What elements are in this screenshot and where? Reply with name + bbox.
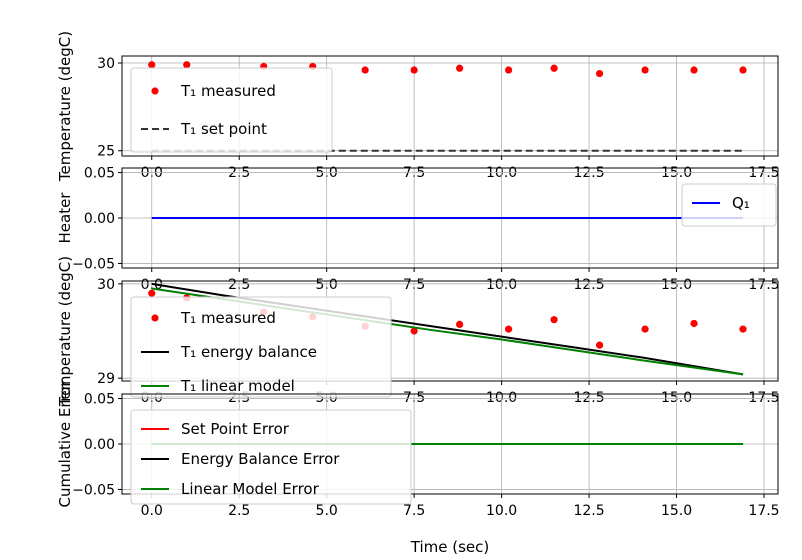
data-point (456, 320, 464, 328)
y-tick-label: 0.00 (84, 437, 115, 453)
data-point (595, 69, 604, 78)
data-point (148, 289, 156, 297)
data-point (410, 66, 418, 74)
legend-label: Q₁ (732, 194, 750, 212)
data-point (550, 64, 558, 72)
legend-box (130, 67, 333, 153)
x-tick-label: 0.0 (141, 503, 163, 519)
panel-4: −0.05 0.00 0.05 0.0 2.5 5.0 7.5 10.0 12.5 15.0 17.… (56, 380, 780, 556)
y-tick-label: 30 (97, 277, 115, 293)
legend-marker (151, 87, 159, 95)
legend: T₁ measured T₁ set point (130, 67, 333, 153)
legend: Set Point Error Energy Balance Error Linea… (130, 409, 412, 505)
y-axis-label: Cumulative Error (56, 380, 74, 508)
legend-box (681, 183, 777, 227)
x-tick-label: 2.5 (228, 503, 250, 519)
x-tick-label: 7.5 (403, 503, 425, 519)
legend-label: Energy Balance Error (181, 450, 340, 468)
y-axis-label: Heater (56, 192, 74, 244)
y-axis-label: Temperature (degC) (56, 256, 74, 407)
data-point (410, 327, 418, 335)
data-point (183, 61, 191, 69)
legend-label: T₁ measured (180, 82, 276, 100)
axes-frame (121, 55, 779, 157)
legend-box (130, 409, 412, 505)
legend-box (130, 296, 392, 398)
data-point (505, 325, 513, 333)
legend-label: Linear Model Error (181, 480, 320, 498)
x-tick-label: 5.0 (316, 503, 338, 519)
axes-frame (121, 280, 779, 382)
data-point (641, 325, 649, 333)
x-axis-label: Time (sec) (410, 538, 489, 556)
panel-2: −0.050.000.050.0 2.5 5.0 7.5 10.0 12.5 15.0 17.… (56, 166, 780, 293)
legend-label: T₁ set point (180, 120, 267, 138)
legend-label: T₁ linear model (180, 377, 295, 395)
data-layer (148, 61, 747, 152)
data-point (690, 66, 698, 74)
data-point (456, 64, 464, 72)
y-tick-label: −0.05 (72, 482, 115, 498)
legend-label: Set Point Error (181, 420, 290, 438)
y-tick-label: −0.05 (72, 256, 115, 272)
data-point (148, 61, 156, 69)
y-tick-label: 29 (97, 371, 115, 387)
y-tick-label: 0.05 (84, 166, 115, 182)
x-tick-label: 17.5 (748, 503, 779, 519)
legend-label: T₁ measured (180, 309, 276, 327)
x-tick-label: 10.0 (486, 503, 517, 519)
data-point (361, 66, 369, 74)
legend: Q₁ (681, 183, 777, 227)
data-point (690, 319, 698, 328)
legend-marker (151, 314, 159, 322)
data-point (595, 341, 604, 349)
y-axis-label: Temperature (degC) (56, 31, 74, 182)
x-tick-label: 15.0 (661, 503, 692, 519)
data-point (739, 66, 747, 74)
legend: T₁ measured T₁ energy balance T₁ linear mo… (130, 296, 392, 398)
data-point (550, 316, 558, 324)
data-point (641, 66, 649, 74)
y-tick-label: 0.00 (84, 211, 115, 227)
data-point (505, 66, 513, 74)
x-tick-label: 12.5 (573, 503, 604, 519)
y-tick-label: 0.05 (84, 392, 115, 408)
y-tick-label: 30 (97, 56, 115, 72)
data-point (739, 325, 747, 333)
y-tick-label: 25 (97, 144, 115, 160)
legend-label: T₁ energy balance (180, 343, 317, 361)
